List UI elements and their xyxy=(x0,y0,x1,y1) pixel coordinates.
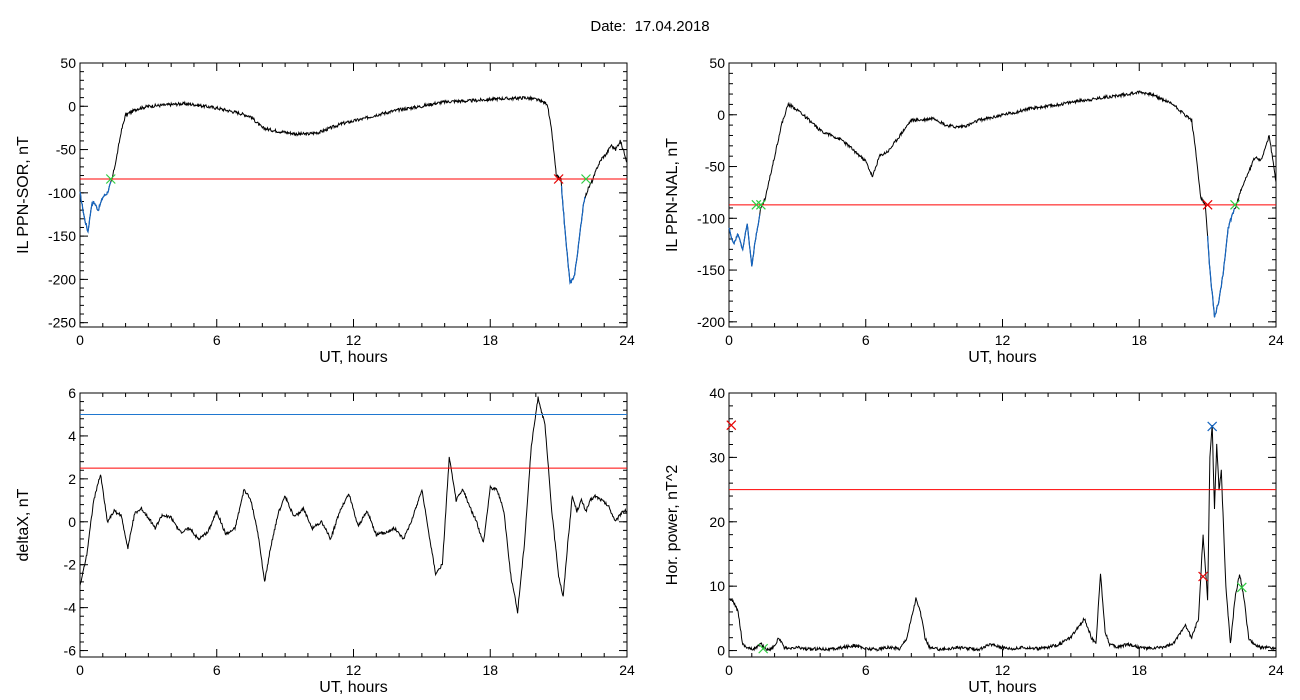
y-tick-label: -2 xyxy=(64,557,77,573)
x-tick-label: 18 xyxy=(1131,332,1147,348)
y-tick-label: 0 xyxy=(68,514,76,530)
marker-green xyxy=(758,643,769,654)
y-tick-label: -150 xyxy=(697,262,725,278)
y-tick-label: -6 xyxy=(64,643,77,659)
y-tick-label: -100 xyxy=(48,185,76,201)
x-tick-label: 6 xyxy=(862,662,870,678)
y-tick-label: -4 xyxy=(64,600,77,616)
marker-green xyxy=(755,199,766,210)
y-tick-label: 20 xyxy=(709,514,725,530)
y-tick-label: 30 xyxy=(709,449,725,465)
x-tick-label: 0 xyxy=(76,332,84,348)
x-tick-label: 0 xyxy=(725,332,733,348)
y-tick-label: -200 xyxy=(697,314,725,330)
y-tick-label: -250 xyxy=(48,315,76,331)
marker-red xyxy=(1198,571,1208,582)
marker-green xyxy=(1236,582,1247,593)
x-axis-label: UT, hours xyxy=(968,679,1036,696)
y-axis-label: IL PPN-NAL, nT xyxy=(664,138,681,252)
y-tick-label: -50 xyxy=(56,142,76,158)
chart-il-sor: 0 6 12 18 24 50 0 -50 -100 -150 -200 -250 UT, hours I… xyxy=(15,55,635,366)
x-tick-label: 18 xyxy=(1131,662,1147,678)
marker-stroke xyxy=(1207,421,1218,432)
event-trace xyxy=(79,181,112,234)
marker-green xyxy=(105,174,116,184)
event-trace xyxy=(1207,208,1235,318)
x-tick-label: 6 xyxy=(862,332,870,348)
x-tick-label: 6 xyxy=(213,332,221,348)
y-tick-label: -200 xyxy=(48,271,76,287)
plot-frame xyxy=(728,62,1277,328)
marker-red xyxy=(1202,199,1213,210)
marker-stroke xyxy=(1198,571,1208,582)
plot-frame xyxy=(728,392,1277,658)
marker-green xyxy=(581,174,591,184)
marker-stroke xyxy=(1236,582,1247,593)
event-trace xyxy=(728,214,761,267)
y-tick-label: 50 xyxy=(60,55,76,71)
y-tick-label: 50 xyxy=(709,55,725,71)
y-tick-label: 40 xyxy=(709,385,725,401)
marker-green xyxy=(751,199,762,210)
marker-stroke xyxy=(1230,199,1240,210)
x-tick-label: 12 xyxy=(346,332,362,348)
marker-stroke xyxy=(105,174,116,184)
y-tick-label: 0 xyxy=(717,643,725,659)
x-tick-label: 24 xyxy=(1268,662,1284,678)
chart-il-nal: 0 6 12 18 24 50 0 -50 -100 -150 -200 UT, hours IL PP… xyxy=(664,55,1284,366)
date-label: Date: xyxy=(590,18,627,35)
x-axis-label: UT, hours xyxy=(319,349,387,366)
chart-hor-power: 0 6 12 18 24 40 30 20 10 0 UT, hours Hor. power, nT… xyxy=(664,385,1284,696)
y-tick-label: -50 xyxy=(705,159,725,175)
date-header: Date: 17.04.2018 xyxy=(0,18,1300,35)
x-tick-label: 6 xyxy=(213,662,221,678)
data-trace xyxy=(79,95,628,285)
y-tick-label: 2 xyxy=(68,471,76,487)
x-axis-label: UT, hours xyxy=(319,679,387,696)
y-tick-label: 0 xyxy=(68,98,76,114)
event-trace xyxy=(560,185,586,285)
chart-deltax: 0 6 12 18 24 6 4 2 0 -2 -4 -6 UT, hours deltaX, nT xyxy=(15,385,635,696)
y-tick-label: 10 xyxy=(709,578,725,594)
y-tick-label: -150 xyxy=(48,228,76,244)
marker-stroke xyxy=(1202,199,1213,210)
date-value: 17.04.2018 xyxy=(634,18,710,35)
y-tick-label: 4 xyxy=(68,428,76,444)
x-tick-label: 12 xyxy=(346,662,362,678)
y-tick-label: 0 xyxy=(717,107,725,123)
x-tick-label: 24 xyxy=(1268,332,1284,348)
x-tick-label: 24 xyxy=(619,662,635,678)
data-trace xyxy=(729,425,1277,652)
y-tick-label: -100 xyxy=(697,210,725,226)
x-tick-label: 0 xyxy=(725,662,733,678)
plot-frame xyxy=(79,392,628,658)
x-tick-label: 24 xyxy=(619,332,635,348)
data-trace xyxy=(728,90,1277,318)
x-tick-label: 12 xyxy=(995,332,1011,348)
marker-blue xyxy=(1207,421,1218,432)
y-axis-label: Hor. power, nT^2 xyxy=(664,465,681,586)
x-tick-label: 12 xyxy=(995,662,1011,678)
x-tick-label: 0 xyxy=(76,662,84,678)
marker-red xyxy=(726,420,737,431)
marker-stroke xyxy=(755,199,766,210)
y-tick-label: 6 xyxy=(68,385,76,401)
marker-green xyxy=(1230,199,1240,210)
marker-stroke xyxy=(751,199,762,210)
data-trace xyxy=(79,396,628,614)
marker-stroke xyxy=(758,643,769,654)
y-axis-label: deltaX, nT xyxy=(15,488,32,561)
y-axis-label: IL PPN-SOR, nT xyxy=(15,136,32,254)
x-axis-label: UT, hours xyxy=(968,349,1036,366)
x-tick-label: 18 xyxy=(482,662,498,678)
marker-red xyxy=(553,174,564,184)
marker-stroke xyxy=(726,420,737,431)
x-tick-label: 18 xyxy=(482,332,498,348)
marker-stroke xyxy=(553,174,564,184)
marker-stroke xyxy=(581,174,591,184)
